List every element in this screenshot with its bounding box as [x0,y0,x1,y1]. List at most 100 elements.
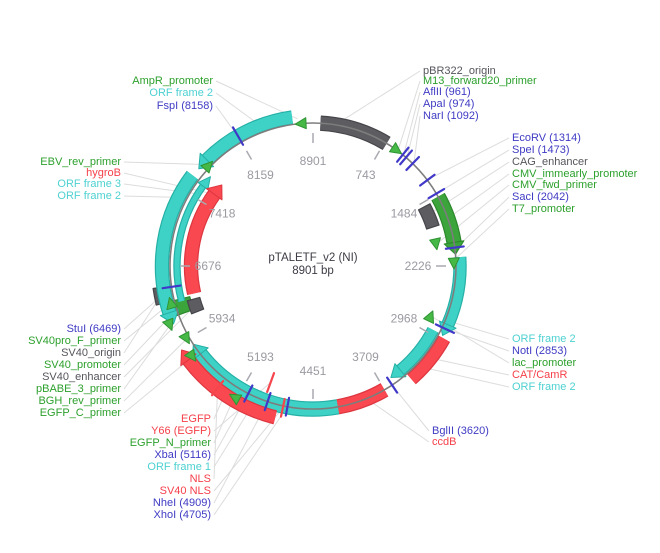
label-orf-frame-2-top-left[interactable]: ORF frame 2 [149,87,213,99]
orf-frame-2-right-arc[interactable] [442,256,466,327]
label-m13-forward20-primer[interactable]: M13_forward20_primer [423,75,537,87]
label-bgh-rev-primer[interactable]: BGH_rev_primer [38,395,121,407]
site-tick-sv40-nls[interactable] [279,397,286,418]
pointer-line [451,321,510,340]
label-cat-camr[interactable]: CAT/CamR [512,369,567,381]
label-pbabe-3-primer[interactable]: pBABE_3_primer [36,383,121,395]
label-hygrob[interactable]: hygroB [86,167,121,179]
site-tick-ecorv-1314[interactable] [419,173,436,187]
label-sv40-enhancer[interactable]: SV40_enhancer [42,371,121,383]
label-sv40pro-f-primer[interactable]: SV40pro_F_primer [28,335,121,347]
pbabe-3-primer-arrow[interactable] [162,317,174,331]
site-tick-fspi-8158[interactable] [231,126,245,146]
label-lac-promoter[interactable]: lac_promoter [512,357,577,369]
label-sv40-origin[interactable]: SV40_origin [61,347,121,359]
label-ecorv-1314[interactable]: EcoRV (1314) [512,132,581,144]
site-tick-spei-1473[interactable] [427,187,446,200]
plasmid-title: pTALETF_v2 (NI) [268,252,357,264]
label-egfp-n-primer[interactable]: EGFP_N_primer [130,437,212,449]
scale-label-3709: 3709 [352,350,379,364]
site-tick-xbai-5116[interactable] [243,384,254,403]
label-fspi-8158[interactable]: FspI (8158) [157,100,213,112]
orf-frame-3-arc[interactable] [174,184,205,302]
site-tick-aflii-961[interactable] [396,146,410,163]
m13-forward20-arrow[interactable] [388,142,402,155]
label-xbai-5116[interactable]: XbaI (5116) [154,449,211,461]
label-sv40-nls[interactable]: SV40 NLS [160,485,211,497]
label-orf-frame-2-left[interactable]: ORF frame 2 [57,190,121,202]
label-bglii-3620[interactable]: BglII (3620) [432,425,489,437]
site-tick-apai-974[interactable] [399,149,414,166]
orf-frame-2-lower-right-arc[interactable] [397,327,438,375]
hygrob-arc[interactable] [185,190,220,295]
site-tick-noti-2853[interactable] [434,323,456,335]
label-nhei-4909[interactable]: NheI (4909) [153,497,211,509]
sv40pro-f-primer-arrow[interactable] [166,296,178,311]
label-pbr322-origin[interactable]: pBR322_origin [423,65,496,77]
site-tick-nari-1092[interactable] [405,155,421,172]
label-apai-974[interactable]: ApaI (974) [423,98,474,110]
label-sv40-promoter[interactable]: SV40_promoter [44,359,121,371]
label-saci-2042[interactable]: SacI (2042) [512,191,569,203]
scale-label-5193: 5193 [247,350,274,364]
label-xhoi-4705[interactable]: XhoI (4705) [154,509,211,521]
label-ampr-promoter[interactable]: AmpR_promoter [132,75,213,87]
egfp-n-primer-arrow[interactable] [229,393,243,406]
scale-tick-5934 [197,326,207,334]
label-noti-2853[interactable]: NotI (2853) [512,345,567,357]
label-orf-frame-2-right[interactable]: ORF frame 2 [512,333,576,345]
label-nari-1092[interactable]: NarI (1092) [423,110,479,122]
cmv-fwd-primer-arrow[interactable] [429,237,441,251]
label-cmv-fwd-primer[interactable]: CMV_fwd_primer [512,179,597,191]
pointer-line [213,388,219,480]
site-tick-bglii-3620[interactable] [386,376,399,394]
site-tick-nls[interactable] [210,379,225,397]
label-cmv-immearly-promoter[interactable]: CMV_immearly_promoter [512,168,638,180]
pointer-line [123,356,193,414]
bgh-rev-primer-arrow[interactable] [178,331,190,345]
scale-label-743: 743 [355,168,375,182]
pointer-line [123,295,162,354]
hygrob-arc-arrowhead [206,184,223,201]
label-cag-enhancer[interactable]: CAG_enhancer [512,156,588,168]
label-orf-frame-1[interactable]: ORF frame 1 [147,461,211,473]
sv40-enhancer-block[interactable] [186,296,205,315]
label-orf-frame-3[interactable]: ORF frame 3 [57,178,121,190]
site-tick-nhei-4909[interactable] [263,391,272,412]
label-stui-6469[interactable]: StuI (6469) [67,323,121,335]
label-spei-1473[interactable]: SpeI (1473) [512,144,569,156]
pbr322-origin-arc[interactable] [320,116,390,150]
label-ccdb[interactable]: ccdB [432,436,456,448]
cag-enhancer-block[interactable] [417,203,440,230]
orf-frame-3-arc-arrowhead [197,176,211,191]
ebv-rev-primer-arrow[interactable] [200,160,214,174]
orf-frame-2-left-arc[interactable] [156,171,198,315]
pointer-line [123,325,171,390]
t7-promoter-arrow[interactable] [447,257,460,270]
pointer-line [343,70,421,120]
orf-frame-2-top-left-arc[interactable] [202,111,294,165]
label-orf-frame-2-lower-right[interactable]: ORF frame 2 [512,381,576,393]
scale-label-8901: 8901 [300,154,327,168]
site-tick-saci-2042[interactable] [444,245,465,250]
site-tick-xhoi-4705[interactable] [284,396,291,417]
cat-camr-arc[interactable] [407,335,450,384]
backbone-ring [169,122,457,410]
site-tick-y66-egfp[interactable] [266,372,276,394]
label-nls[interactable]: NLS [190,473,211,485]
ampr-promoter-arrow[interactable] [294,117,307,130]
lac-promoter-arrow[interactable] [423,310,435,324]
site-tick-stui-6469[interactable] [161,284,182,290]
pointer-line [398,80,421,149]
label-t7-promoter[interactable]: T7_promoter [512,203,575,215]
label-aflii-961[interactable]: AflII (961) [423,86,471,98]
label-egfp[interactable]: EGFP [181,413,211,425]
scale-tick-7418 [197,198,207,206]
egfp-arc[interactable] [183,356,277,424]
egfp-c-primer-arrow[interactable] [184,348,197,362]
label-ebv-rev-primer[interactable]: EBV_rev_primer [40,156,121,168]
label-egfp-c-primer[interactable]: EGFP_C_primer [40,407,122,419]
scale-tick-8159 [245,150,253,160]
label-y66-egfp[interactable]: Y66 (EGFP) [151,425,211,437]
